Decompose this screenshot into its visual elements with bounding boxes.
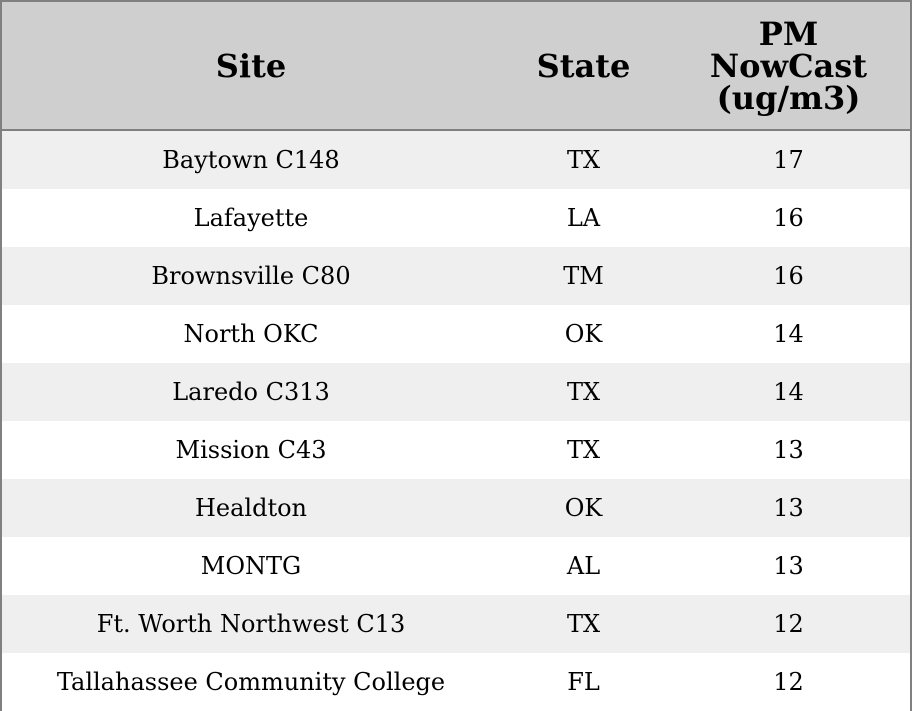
table-cell: 16 [667, 247, 910, 305]
table-cell: Healdton [2, 479, 500, 537]
table-row: Mission C43 TX 13 [2, 421, 910, 479]
table-cell: Tallahassee Community College [2, 653, 500, 711]
table-cell: North OKC [2, 305, 500, 363]
table-cell: TX [500, 595, 667, 653]
table-row: Brownsville C80 TM 16 [2, 247, 910, 305]
table-cell: 17 [667, 130, 910, 189]
table-row: Healdton OK 13 [2, 479, 910, 537]
table-cell: Laredo C313 [2, 363, 500, 421]
header-cell: Site [2, 2, 500, 131]
table-cell: 12 [667, 653, 910, 711]
table-cell: TX [500, 130, 667, 189]
table-row: Lafayette LA 16 [2, 189, 910, 247]
table-cell: TX [500, 363, 667, 421]
table-body: Baytown C148 TX 17 Lafayette LA 16 Brownsville… [2, 130, 910, 711]
table-cell: TM [500, 247, 667, 305]
table-cell: 13 [667, 537, 910, 595]
table-cell: 14 [667, 305, 910, 363]
table-cell: 13 [667, 421, 910, 479]
table-cell: Ft. Worth Northwest C13 [2, 595, 500, 653]
table-cell: MONTG [2, 537, 500, 595]
table-row: Tallahassee Community College FL 12 [2, 653, 910, 711]
header-cell: PM NowCast (ug/m3) [667, 2, 910, 131]
table-row: Laredo C313 TX 14 [2, 363, 910, 421]
table-cell: 14 [667, 363, 910, 421]
table-row: Baytown C148 TX 17 [2, 130, 910, 189]
table-row: North OKC OK 14 [2, 305, 910, 363]
table-cell: TX [500, 421, 667, 479]
header-row: Site State PM NowCast (ug/m3) [2, 2, 910, 131]
table-cell: Lafayette [2, 189, 500, 247]
header-cell: State [500, 2, 667, 131]
table-row: Ft. Worth Northwest C13 TX 12 [2, 595, 910, 653]
table-cell: Brownsville C80 [2, 247, 500, 305]
table-cell: OK [500, 305, 667, 363]
table-cell: OK [500, 479, 667, 537]
table-cell: 13 [667, 479, 910, 537]
table-cell: FL [500, 653, 667, 711]
table-row: MONTG AL 13 [2, 537, 910, 595]
table-cell: AL [500, 537, 667, 595]
table-cell: Baytown C148 [2, 130, 500, 189]
table-cell: 16 [667, 189, 910, 247]
table-cell: Mission C43 [2, 421, 500, 479]
table-cell: LA [500, 189, 667, 247]
table-cell: 12 [667, 595, 910, 653]
